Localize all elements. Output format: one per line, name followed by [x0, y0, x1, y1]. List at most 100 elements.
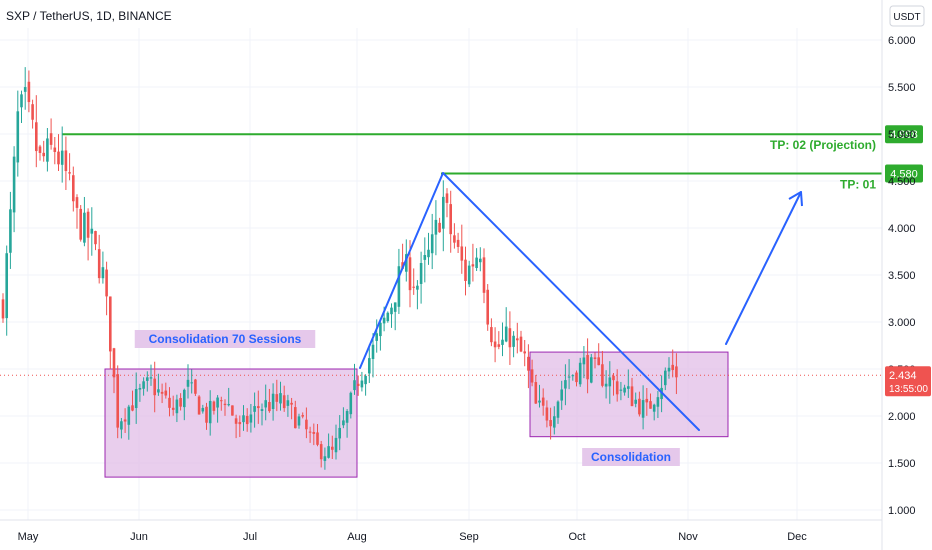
x-tick-label: Jul [243, 531, 257, 543]
candle-body [445, 193, 449, 203]
candle-body [16, 111, 20, 163]
candle-body [578, 362, 582, 385]
candle-body [416, 285, 419, 290]
candle-body [345, 411, 349, 423]
candle-body [268, 402, 271, 412]
candle-body [194, 379, 197, 394]
candle-body [12, 156, 16, 213]
y-tick-label: 3.000 [888, 317, 916, 329]
candle-body [538, 400, 541, 403]
y-tick-label: 2.000 [888, 411, 916, 423]
candle-body [338, 427, 341, 439]
candle-body [405, 254, 408, 272]
candle-body [471, 264, 475, 267]
tp-price-badge-text: 4.998 [890, 129, 918, 141]
candle-body [645, 398, 649, 403]
candle-body [23, 87, 27, 92]
candle-body [523, 351, 526, 354]
tp-price-badge-text: 4.580 [890, 168, 918, 180]
candle-body [157, 389, 160, 393]
candle-body [290, 402, 293, 405]
candle-body [512, 335, 515, 347]
candle-body [508, 328, 512, 348]
candle-body [371, 344, 375, 360]
y-tick-label: 4.500 [888, 176, 916, 188]
trend-line-up[interactable] [359, 172, 444, 369]
candle-body [271, 393, 275, 409]
candle-body [460, 246, 464, 261]
candle-body [305, 419, 308, 430]
candle-body [279, 393, 282, 404]
candle-body [160, 391, 164, 394]
candle-body [142, 381, 145, 389]
y-tick-label: 3.500 [888, 270, 916, 282]
candle-body [171, 407, 175, 410]
candle-body [316, 432, 319, 445]
candle-body [467, 265, 471, 285]
candle-body [72, 175, 75, 202]
candle-body [627, 386, 630, 389]
candle-body [382, 317, 386, 324]
candle-body [294, 407, 297, 429]
candle-body [545, 407, 549, 421]
trend-lines[interactable] [359, 172, 803, 431]
countdown-text: 13:55:00 [889, 384, 928, 395]
zone-label-bg [582, 448, 680, 466]
candle-body [331, 446, 334, 450]
candle-body [519, 336, 523, 352]
candle-body [75, 197, 79, 208]
candle-body [301, 415, 304, 417]
candle-body [590, 357, 593, 383]
candle-body [541, 397, 545, 406]
candle-body [634, 399, 637, 404]
candle-body [575, 372, 578, 383]
currency-button[interactable]: USDT [889, 5, 925, 27]
projection-line[interactable] [725, 191, 802, 345]
candle-body [134, 389, 138, 409]
y-tick-label: 6.000 [888, 35, 916, 47]
trend-line-down[interactable] [442, 172, 700, 431]
candle-body [327, 446, 330, 458]
y-tick-label: 4.000 [888, 223, 916, 235]
candle-body [183, 389, 186, 408]
candle-body [549, 420, 552, 427]
projection-arrow-head[interactable] [788, 191, 803, 207]
candle-body [49, 133, 53, 145]
zone-label: Consolidation 70 Sessions [149, 332, 302, 346]
chart-title: SXP / TetherUS, 1D, BINANCE [6, 9, 172, 23]
candle-body [342, 420, 345, 426]
x-tick-label: Aug [347, 531, 367, 543]
candle-body [297, 416, 301, 426]
candle-body [390, 307, 393, 315]
candle-body [260, 409, 264, 411]
candle-body [168, 397, 171, 408]
y-tick-label: 1.000 [888, 505, 916, 517]
candle-body [79, 208, 82, 240]
candle-body [364, 375, 367, 385]
last-price-badge [885, 366, 931, 397]
candle-body [553, 416, 556, 428]
y-tick-label: 5.000 [888, 129, 916, 141]
candle-body [527, 356, 530, 371]
candle-body [449, 204, 452, 235]
tp-price-badge [885, 125, 923, 144]
annotation-labels: TP: 02 (Projection) TP: 01 Consolidation 7… [134, 138, 876, 466]
candle-body [427, 249, 430, 258]
candle-body [97, 249, 101, 279]
candle-body [227, 404, 230, 406]
candle-body [234, 418, 238, 424]
candle-body [615, 381, 619, 395]
candle-body [604, 383, 608, 387]
candle-body [249, 414, 253, 423]
candle-body [9, 209, 12, 253]
x-tick-label: Dec [787, 531, 807, 543]
candle-body [582, 357, 586, 365]
candle-body [501, 339, 504, 345]
candle-body [286, 400, 290, 406]
candle-body [138, 388, 142, 390]
candle-body [493, 341, 497, 348]
candle-body [68, 172, 71, 174]
candle-body [83, 212, 86, 243]
